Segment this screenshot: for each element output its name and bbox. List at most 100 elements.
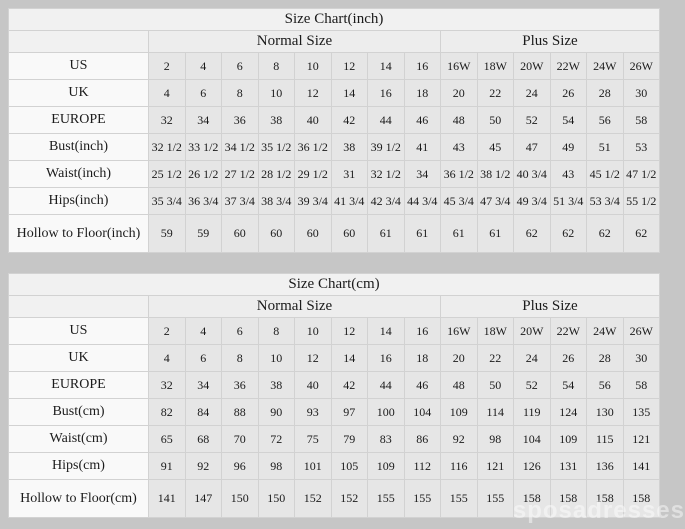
size-cell: 12 [330, 317, 368, 345]
size-cell: 72 [257, 425, 295, 453]
size-cell: 6 [184, 79, 222, 107]
size-cell: 28 [586, 79, 624, 107]
table-row: Waist(inch) 25 1/2 26 1/2 27 1/2 28 1/2 29 1/… [8, 160, 660, 188]
size-cell: 16 [403, 52, 441, 80]
size-cell: 6 [221, 317, 259, 345]
size-cell: 26 [549, 79, 587, 107]
size-cell: 38 1/2 [476, 160, 514, 188]
size-cell: 6 [221, 52, 259, 80]
corner-cell [8, 30, 149, 53]
size-cell: 50 [476, 371, 514, 399]
size-cell: 121 [622, 425, 660, 453]
table-row: Hollow to Floor(cm) 141 147 150 150 152 152 155… [8, 479, 660, 518]
size-cell: 39 1/2 [367, 133, 405, 161]
size-cell: 91 [148, 452, 186, 480]
size-cell: 12 [330, 52, 368, 80]
size-cell: 105 [330, 452, 368, 480]
size-cell: 61 [367, 214, 405, 253]
size-cell: 126 [513, 452, 551, 480]
table-row: EUROPE 32 34 36 38 40 42 44 46 48 50 52 54 56 58 [8, 371, 660, 399]
size-cell: 4 [148, 344, 186, 372]
size-cell: 109 [367, 452, 405, 480]
size-cell: 48 [440, 106, 478, 134]
size-cell: 18 [403, 344, 441, 372]
size-cell: 34 1/2 [221, 133, 259, 161]
size-cell: 12 [294, 79, 332, 107]
size-cell: 104 [513, 425, 551, 453]
size-cell: 82 [148, 398, 186, 426]
size-cell: 46 [403, 106, 441, 134]
size-cell: 158 [513, 479, 551, 518]
size-cell: 8 [257, 317, 295, 345]
size-cell: 90 [257, 398, 295, 426]
size-cell: 121 [476, 452, 514, 480]
size-cell: 16W [440, 52, 478, 80]
size-cell: 52 [513, 371, 551, 399]
size-cell: 37 3/4 [221, 187, 259, 215]
size-cell: 14 [367, 317, 405, 345]
row-label: Hips(cm) [8, 452, 149, 480]
table-row: Hollow to Floor(inch) 59 59 60 60 60 60 61 61 61 6… [8, 214, 660, 253]
size-cell: 8 [221, 79, 259, 107]
table-row: UK 4 6 8 10 12 14 16 18 20 22 24 26 28 30 [8, 344, 660, 372]
table-row: US 2 4 6 8 10 12 14 16 16W 18W 20W 22W 24W 26W [8, 317, 660, 345]
size-cell: 40 [294, 371, 332, 399]
size-cell: 8 [257, 52, 295, 80]
size-cell: 141 [148, 479, 186, 518]
size-cell: 4 [184, 52, 222, 80]
size-cell: 14 [367, 52, 405, 80]
normal-size-header: Normal Size [148, 295, 441, 318]
size-cell: 28 1/2 [257, 160, 295, 188]
size-cell: 158 [622, 479, 660, 518]
row-label: UK [8, 79, 149, 107]
size-cell: 45 [476, 133, 514, 161]
size-cell: 24W [586, 317, 624, 345]
size-cell: 26W [622, 317, 660, 345]
size-cell: 6 [184, 344, 222, 372]
size-cell: 31 [330, 160, 368, 188]
size-cell: 34 [184, 106, 222, 134]
size-cell: 20W [513, 52, 551, 80]
size-cell: 32 [148, 371, 186, 399]
size-cell: 22W [549, 317, 587, 345]
size-cell: 38 [330, 133, 368, 161]
size-cell: 124 [549, 398, 587, 426]
size-cell: 45 1/2 [586, 160, 624, 188]
size-cell: 61 [440, 214, 478, 253]
size-cell: 62 [622, 214, 660, 253]
row-label: Hollow to Floor(cm) [8, 479, 149, 518]
size-cell: 16 [367, 344, 405, 372]
size-cell: 10 [257, 344, 295, 372]
size-cell: 119 [513, 398, 551, 426]
row-label: Waist(inch) [8, 160, 149, 188]
size-cell: 18 [403, 79, 441, 107]
size-cell: 20 [440, 79, 478, 107]
size-cell: 155 [440, 479, 478, 518]
table-title: Size Chart(cm) [8, 273, 660, 296]
table-row: Bust(inch) 32 1/2 33 1/2 34 1/2 35 1/2 36 1/2… [8, 133, 660, 161]
size-cell: 65 [148, 425, 186, 453]
row-label: Bust(cm) [8, 398, 149, 426]
size-cell: 54 [549, 371, 587, 399]
size-cell: 30 [622, 79, 660, 107]
size-cell: 51 3/4 [549, 187, 587, 215]
size-cell: 39 3/4 [294, 187, 332, 215]
table-row: Hips(cm) 91 92 96 98 101 105 109 112 116 121 126 131… [8, 452, 660, 480]
size-cell: 98 [476, 425, 514, 453]
size-cell: 47 1/2 [622, 160, 660, 188]
row-label: US [8, 317, 149, 345]
row-label: Hips(inch) [8, 187, 149, 215]
size-cell: 32 1/2 [367, 160, 405, 188]
size-cell: 35 1/2 [257, 133, 295, 161]
size-cell: 155 [367, 479, 405, 518]
size-cell: 60 [330, 214, 368, 253]
row-label: EUROPE [8, 371, 149, 399]
size-cell: 50 [476, 106, 514, 134]
size-cell: 36 [221, 106, 259, 134]
size-cell: 27 1/2 [221, 160, 259, 188]
size-cell: 150 [257, 479, 295, 518]
size-cell: 49 3/4 [513, 187, 551, 215]
size-cell: 114 [476, 398, 514, 426]
size-cell: 112 [403, 452, 441, 480]
size-cell: 24 [513, 344, 551, 372]
